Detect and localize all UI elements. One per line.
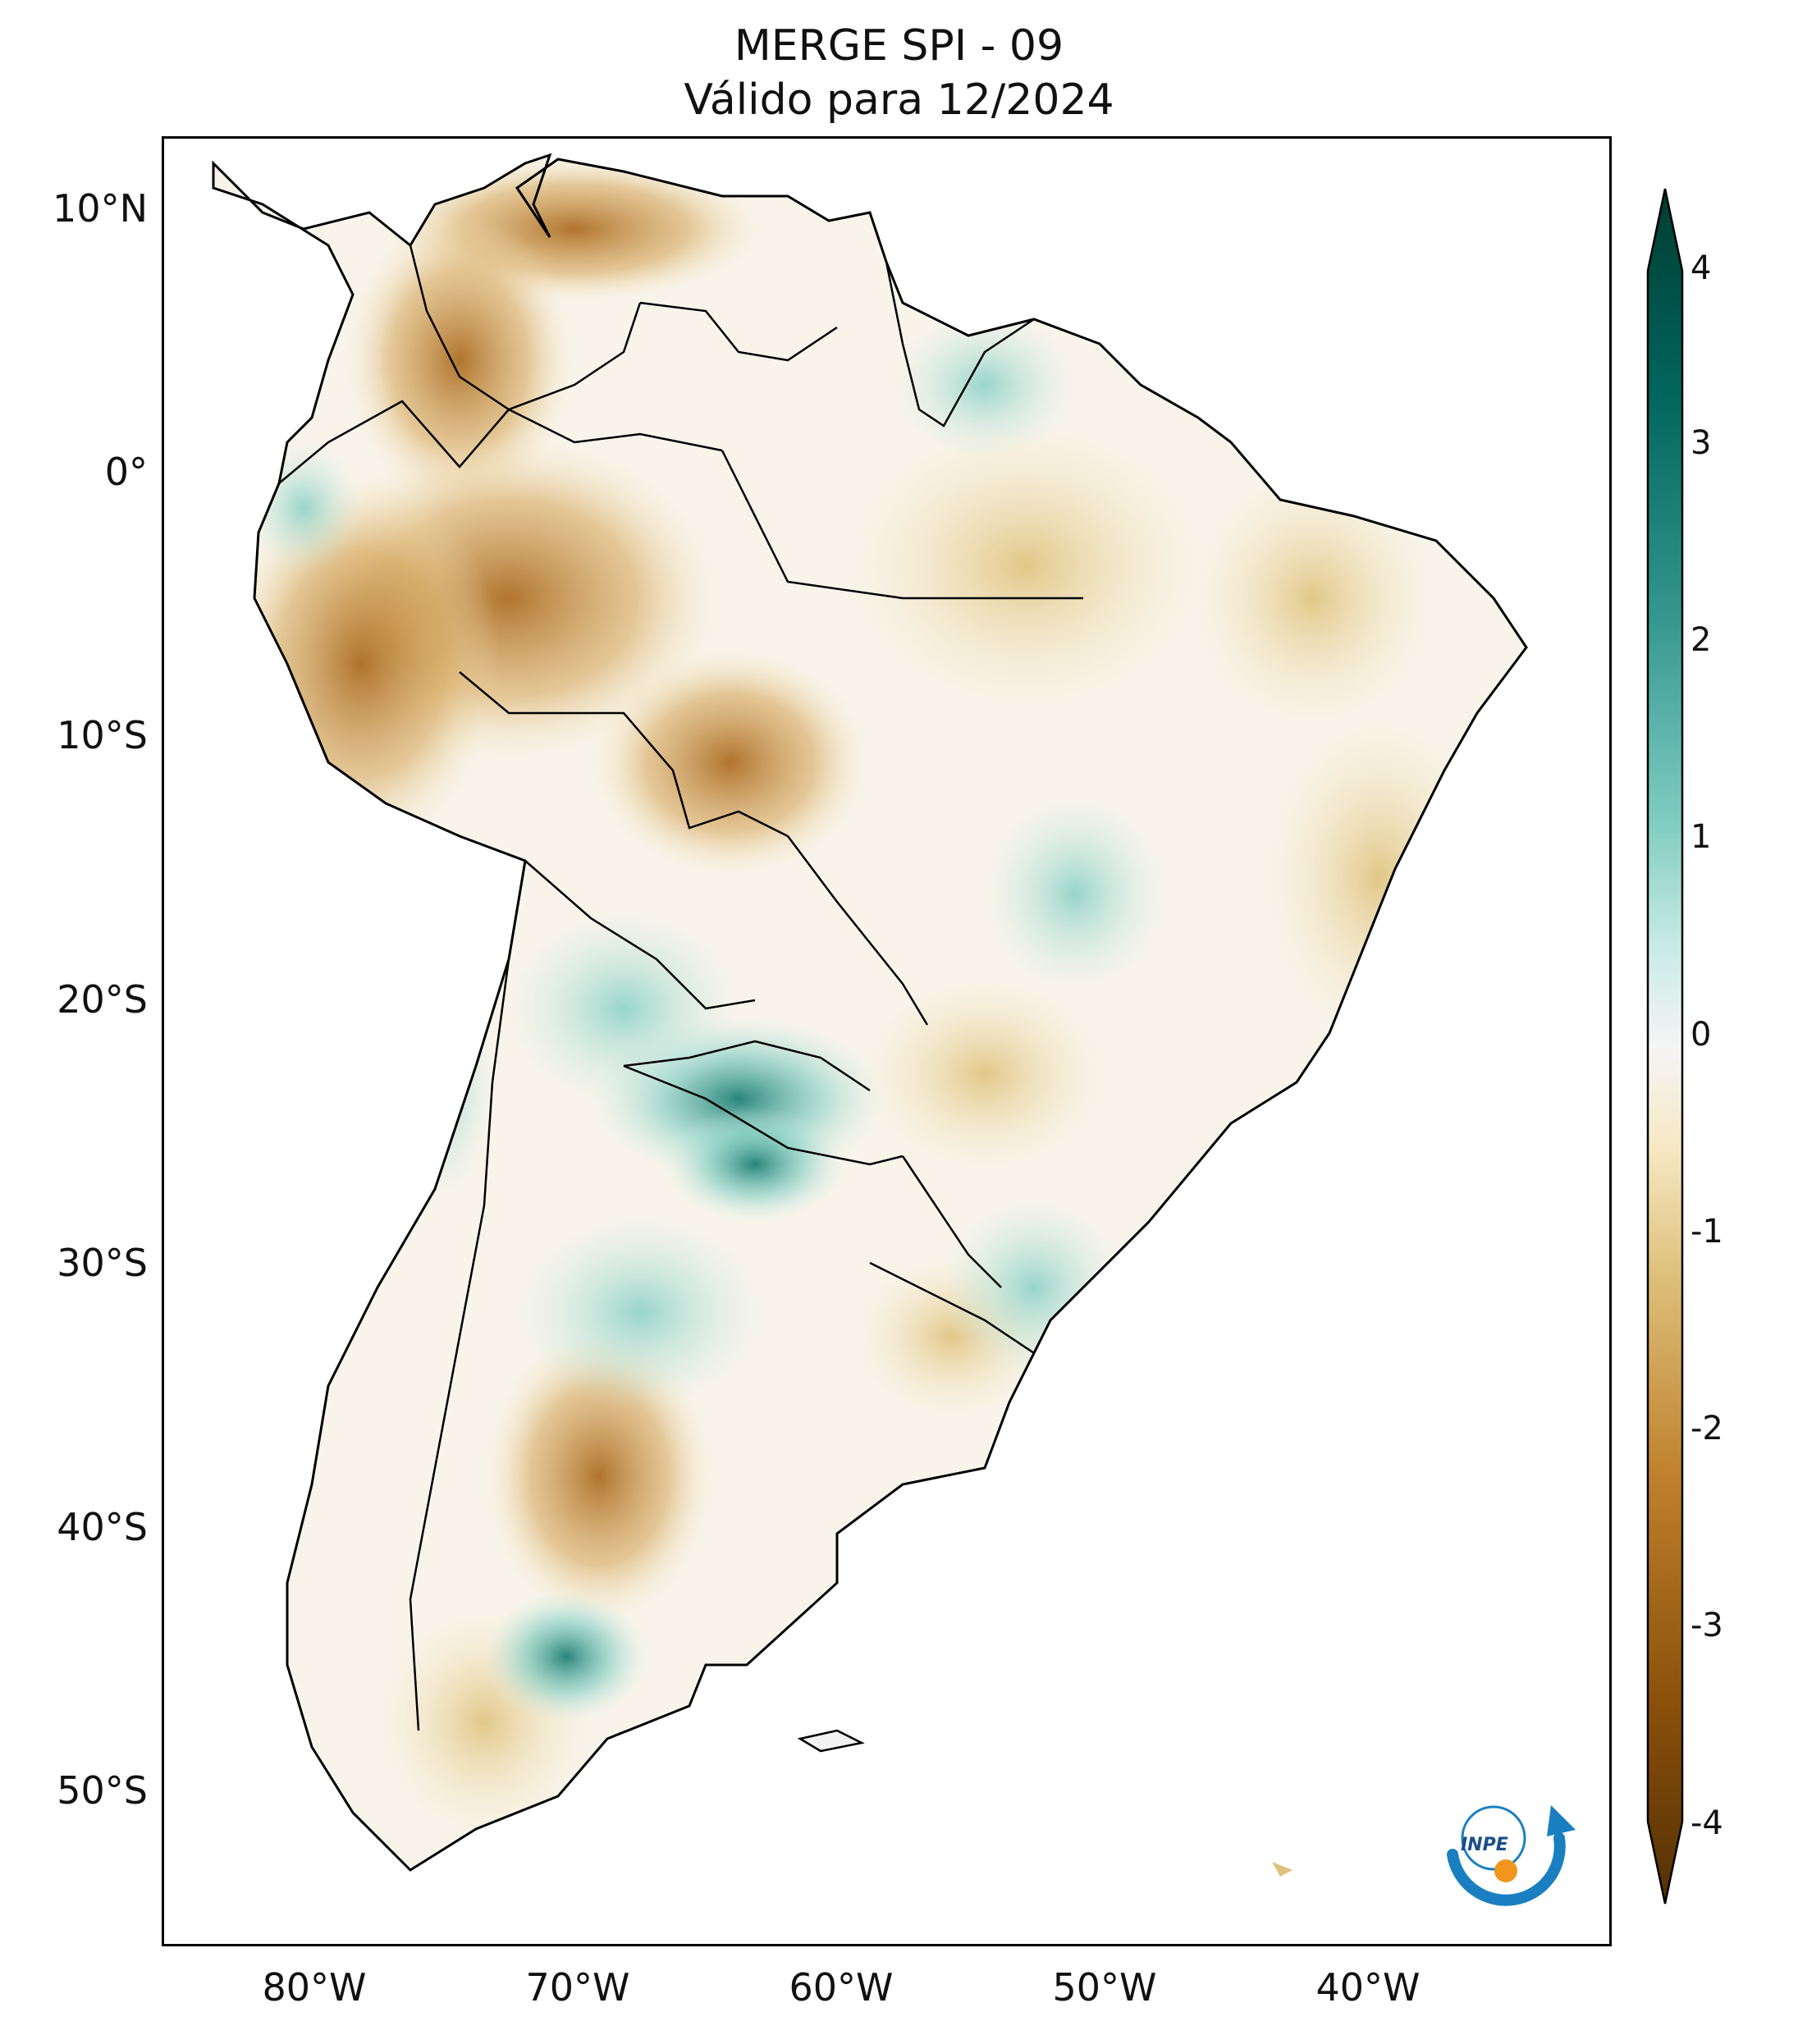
- colorbar-tick-2: 2: [1690, 621, 1712, 659]
- lat-label-40S: 40°S: [57, 1505, 148, 1549]
- colorbar-tick-1: 1: [1690, 818, 1712, 856]
- border-guyana: [885, 261, 1035, 428]
- colorbar-tick-minus1: -1: [1690, 1213, 1723, 1251]
- border-uruguay-brazil: [869, 1261, 1035, 1355]
- border-chile-argentina: [409, 860, 527, 1731]
- colorbar-body: [1646, 188, 1684, 1905]
- lon-label-40W: 40°W: [1315, 1965, 1421, 2010]
- lat-label-30S: 30°S: [57, 1241, 148, 1285]
- border-amazonas-para: [721, 450, 1083, 600]
- lon-label-60W: 60°W: [789, 1965, 894, 2010]
- south-america-map: [212, 153, 1528, 1877]
- south-georgia-island: [1272, 1862, 1292, 1877]
- dry-anomaly-para: [845, 418, 1206, 713]
- border-bolivia-brazil: [787, 835, 929, 1026]
- wet-anomaly-chile-north: [394, 951, 492, 1197]
- border-colombia-brazil: [508, 408, 723, 452]
- lon-label-50W: 50°W: [1052, 1965, 1157, 2010]
- dry-anomaly-colombia: [345, 213, 574, 508]
- logo-text: INPE: [1461, 1835, 1508, 1855]
- wet-anomaly-central-argentina: [517, 1214, 763, 1411]
- country-borders: [278, 245, 1083, 1731]
- dry-anomaly-bahia: [1264, 713, 1494, 1041]
- colorbar-tick-minus3: -3: [1690, 1607, 1723, 1644]
- lat-label-10N: 10°N: [53, 186, 148, 231]
- map-title: MERGE SPI - 09: [734, 21, 1064, 71]
- lat-label-50S: 50°S: [57, 1768, 148, 1813]
- lon-label-80W: 80°W: [262, 1965, 367, 2010]
- dry-anomaly-rondonia: [591, 647, 870, 877]
- border-peru-bolivia-brazil: [459, 671, 789, 838]
- logo-ring: [1461, 1805, 1526, 1871]
- map-subtitle: Válido para 12/2024: [684, 75, 1114, 125]
- wet-anomaly-patagonia: [484, 1591, 648, 1722]
- colorbar-tick-minus2: -2: [1690, 1410, 1723, 1447]
- map-panel: [162, 136, 1612, 1946]
- colorbar-tick-4: 4: [1690, 249, 1712, 287]
- wet-anomaly-goias: [985, 795, 1165, 992]
- logo-arrow-head: [1547, 1805, 1576, 1836]
- lat-label-0: 0°: [104, 450, 148, 494]
- border-bolivia-chile: [524, 860, 756, 1010]
- wet-anomaly-guianas: [894, 311, 1075, 459]
- colorbar-tick-minus4: -4: [1690, 1804, 1723, 1842]
- dry-anomaly-northeast: [1190, 467, 1436, 729]
- border-venezuela-brazil: [639, 301, 838, 362]
- falkland-islands: [797, 1729, 865, 1753]
- colorbar: [1646, 188, 1684, 1905]
- border-paraguay-argentina: [623, 1064, 904, 1166]
- border-colombia-ecuador-peru: [278, 400, 510, 484]
- border-bolivia-paraguay: [623, 1040, 871, 1092]
- dry-anomaly-mato-grosso-sul: [862, 976, 1108, 1173]
- colorbar-tick-0: 0: [1690, 1016, 1712, 1054]
- wet-anomaly-paraguay-north: [665, 1107, 845, 1222]
- colorbar-tick-3: 3: [1690, 424, 1712, 462]
- logo-swoosh-outer: [1447, 1832, 1566, 1906]
- wet-anomaly-peru-coast: [295, 812, 427, 910]
- lat-label-20S: 20°S: [57, 977, 148, 1022]
- border-argentina-brazil: [901, 1155, 1002, 1288]
- inpe-logo: INPE: [1447, 1805, 1576, 1906]
- logo-orange-dot: [1494, 1859, 1517, 1882]
- lon-label-70W: 70°W: [525, 1965, 630, 2010]
- lat-label-10S: 10°S: [57, 713, 148, 757]
